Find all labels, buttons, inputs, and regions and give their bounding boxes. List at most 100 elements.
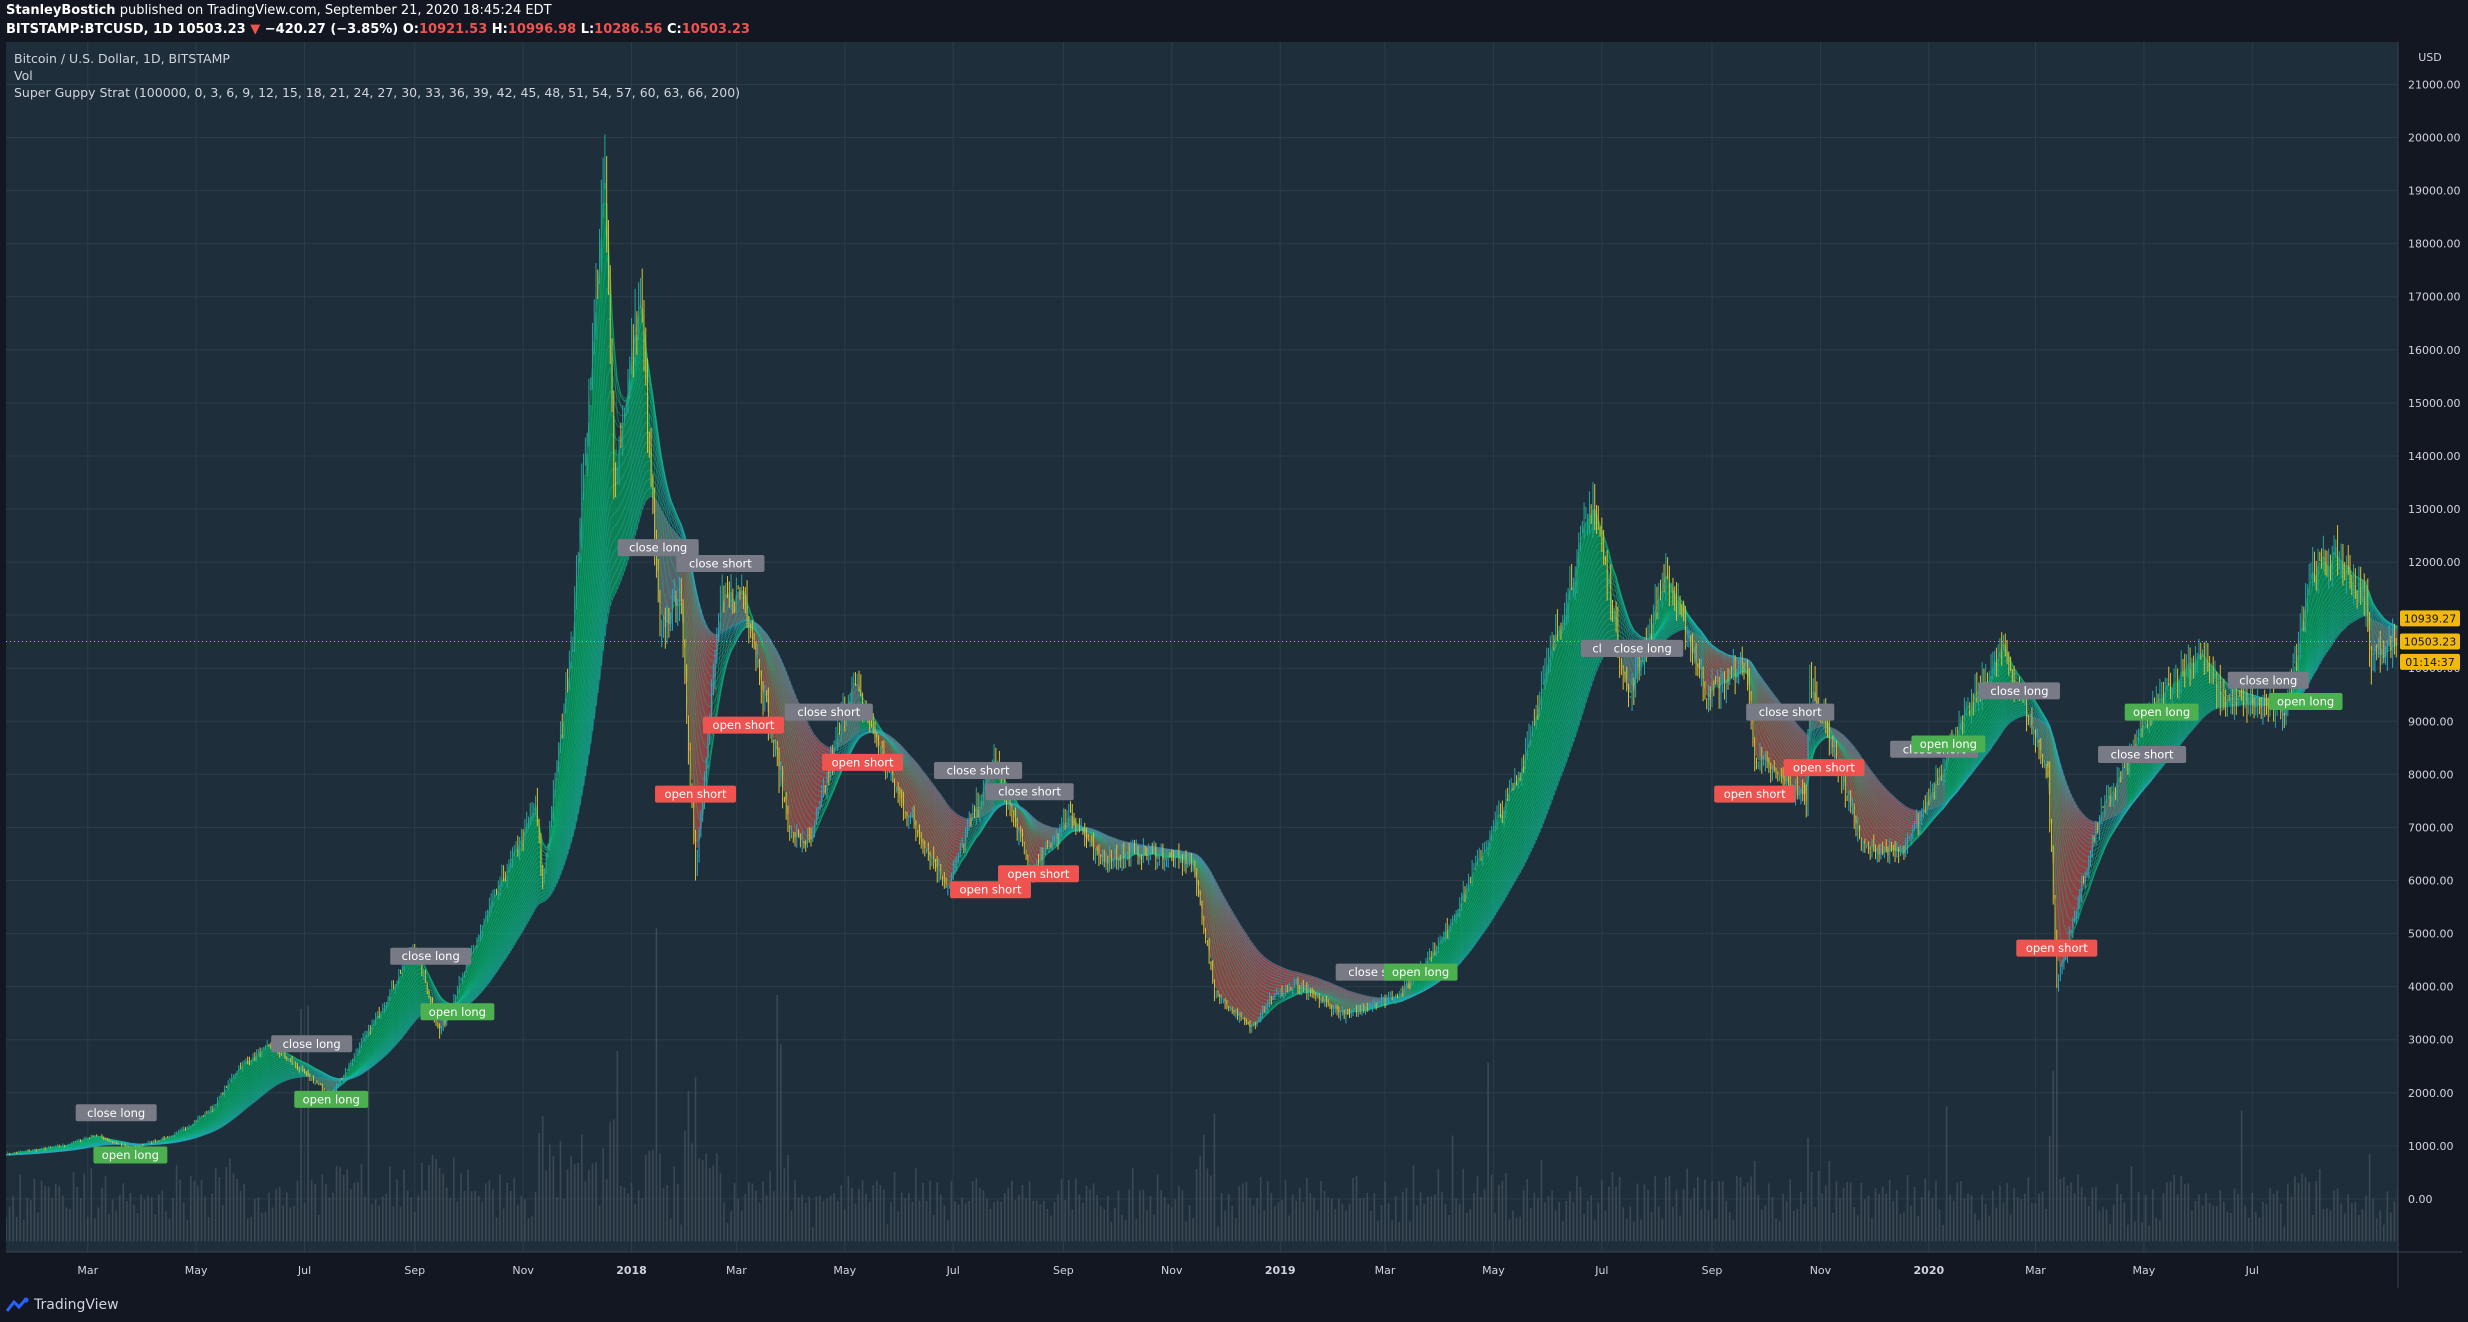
signal-close-short: close short	[1746, 703, 1835, 721]
price-flag: 10503.23	[2400, 633, 2460, 650]
publication-header: StanleyBostich published on TradingView.…	[0, 0, 2468, 42]
price-tick-label: 14000.00	[2408, 450, 2461, 463]
time-axis-ticks: Mar May Jul Sep Nov 2018 Mar May Jul Sep Nov 2019 Ma…	[77, 1264, 2259, 1277]
signal-open-long: open long	[2268, 692, 2343, 710]
signal-open-short: open short	[950, 881, 1032, 899]
time-tick-label: May	[2132, 1264, 2155, 1277]
chart-pane[interactable]: close long open long close long open long cl…	[6, 42, 2462, 1288]
author-name[interactable]: StanleyBostich	[6, 3, 116, 18]
price-flag: 01:14:37	[2400, 653, 2460, 670]
time-tick-label: Mar	[77, 1264, 98, 1277]
signal-label: open short	[1724, 787, 1786, 801]
signal-close-short: close short	[676, 555, 765, 573]
symbol-title[interactable]: Bitcoin / U.S. Dollar, 1D, BITSTAMP	[14, 51, 230, 66]
price-tick-label: 3000.00	[2408, 1034, 2454, 1047]
price-tick-label: 18000.00	[2408, 238, 2461, 251]
price-tick-label: 12000.00	[2408, 556, 2461, 569]
signal-open-long: open long	[420, 1003, 495, 1021]
price-flag-label: 01:14:37	[2405, 656, 2454, 669]
signal-label: close long	[1990, 684, 2048, 698]
time-tick-label: Nov	[512, 1264, 534, 1277]
time-tick-label: Mar	[2025, 1264, 2046, 1277]
time-tick-label: Sep	[1053, 1264, 1074, 1277]
last-price: 10503.23	[177, 22, 246, 37]
time-tick-label: Jul	[946, 1264, 960, 1277]
volume-indicator-label[interactable]: Vol	[14, 68, 33, 83]
signal-label: open short	[665, 787, 727, 801]
time-tick-label: Jul	[2245, 1264, 2259, 1277]
signal-open-short: open short	[655, 785, 737, 803]
price-tick-label: 15000.00	[2408, 397, 2461, 410]
signal-label: open long	[2277, 694, 2334, 708]
tradingview-logo-icon[interactable]	[6, 1297, 30, 1313]
low-value: 10286.56	[594, 22, 663, 37]
close-label: C:	[666, 22, 682, 37]
signal-label: close long	[1614, 641, 1672, 655]
signal-close-long: close long	[617, 539, 699, 557]
signal-label: close short	[2111, 748, 2174, 762]
down-arrow-icon: ▼	[250, 22, 261, 37]
signal-label: open short	[2026, 941, 2088, 955]
signal-label: close short	[689, 557, 752, 571]
signal-label: close short	[998, 785, 1061, 799]
price-tick-label: 0.00	[2408, 1193, 2433, 1206]
signal-open-long: open long	[1383, 963, 1458, 981]
price-tick-label: 13000.00	[2408, 503, 2461, 516]
strategy-label[interactable]: Super Guppy Strat (100000, 0, 3, 6, 9, 1…	[14, 85, 741, 100]
signal-label: open short	[960, 883, 1022, 897]
signal-label: open short	[1793, 761, 1855, 775]
price-tick-label: 9000.00	[2408, 715, 2454, 728]
price-axis-ticks: 21000.00 20000.00 19000.00 18000.00 17000.00…	[2408, 78, 2461, 1205]
volume-bars	[6, 927, 2399, 1242]
signal-open-short: open short	[703, 716, 785, 734]
price-change: −420.27 (−3.85%)	[264, 22, 399, 37]
price-flag-label: 10939.27	[2404, 612, 2457, 625]
time-tick-label: Sep	[404, 1264, 425, 1277]
time-tick-label: Jul	[1594, 1264, 1608, 1277]
grid-lines	[6, 42, 2398, 1252]
price-tick-label: 16000.00	[2408, 344, 2461, 357]
brand-name[interactable]: TradingView	[34, 1297, 119, 1313]
signal-open-long: open long	[2124, 703, 2199, 721]
signal-label: open short	[832, 755, 894, 769]
signal-open-short: open short	[822, 753, 904, 771]
signal-open-short: open short	[1714, 785, 1796, 803]
high-value: 10996.98	[507, 22, 577, 37]
price-tick-label: 7000.00	[2408, 821, 2454, 834]
signal-open-short: open short	[998, 865, 1080, 883]
time-tick-label: 2019	[1265, 1264, 1296, 1277]
price-chart[interactable]: close long open long close long open long cl…	[6, 42, 2462, 1288]
price-tick-label: 20000.00	[2408, 132, 2461, 145]
time-tick-label: Sep	[1702, 1264, 1723, 1277]
signal-open-short: open short	[2016, 939, 2098, 957]
time-tick-label: May	[185, 1264, 208, 1277]
signal-label: close short	[947, 763, 1010, 777]
signal-label: open long	[303, 1092, 360, 1106]
time-tick-label: Nov	[1161, 1264, 1183, 1277]
price-tick-label: 6000.00	[2408, 875, 2454, 888]
chart-legend: Bitcoin / U.S. Dollar, 1D, BITSTAMP Vol …	[14, 50, 740, 101]
signal-close-long: close long	[1602, 639, 1684, 657]
price-tick-label: 1000.00	[2408, 1140, 2454, 1153]
signal-label: open long	[102, 1148, 159, 1162]
time-tick-label: May	[833, 1264, 856, 1277]
time-axis[interactable]	[6, 1252, 2462, 1288]
low-label: L:	[580, 22, 595, 37]
strategy-signals: close long open long close long open long cl…	[75, 539, 2343, 1164]
symbol-interval: BITSTAMP:BTCUSD, 1D	[6, 22, 173, 37]
open-label: O:	[402, 22, 419, 37]
signal-label: close long	[2239, 673, 2297, 687]
price-tick-label: 21000.00	[2408, 78, 2461, 91]
signal-label: open long	[2133, 705, 2190, 719]
signal-close-short: close short	[784, 703, 873, 721]
time-tick-label: Mar	[1375, 1264, 1396, 1277]
signal-label: close short	[797, 705, 860, 719]
signal-open-long: open long	[1911, 735, 1986, 753]
signal-label: close long	[87, 1106, 145, 1120]
signal-label: open short	[713, 718, 775, 732]
footer: TradingView	[0, 1288, 2468, 1322]
open-value: 10921.53	[419, 22, 488, 37]
signal-label: open long	[429, 1005, 486, 1019]
price-flags: 10939.27 10503.23 01:14:37	[2400, 610, 2460, 670]
signal-open-short: open short	[1783, 759, 1865, 777]
